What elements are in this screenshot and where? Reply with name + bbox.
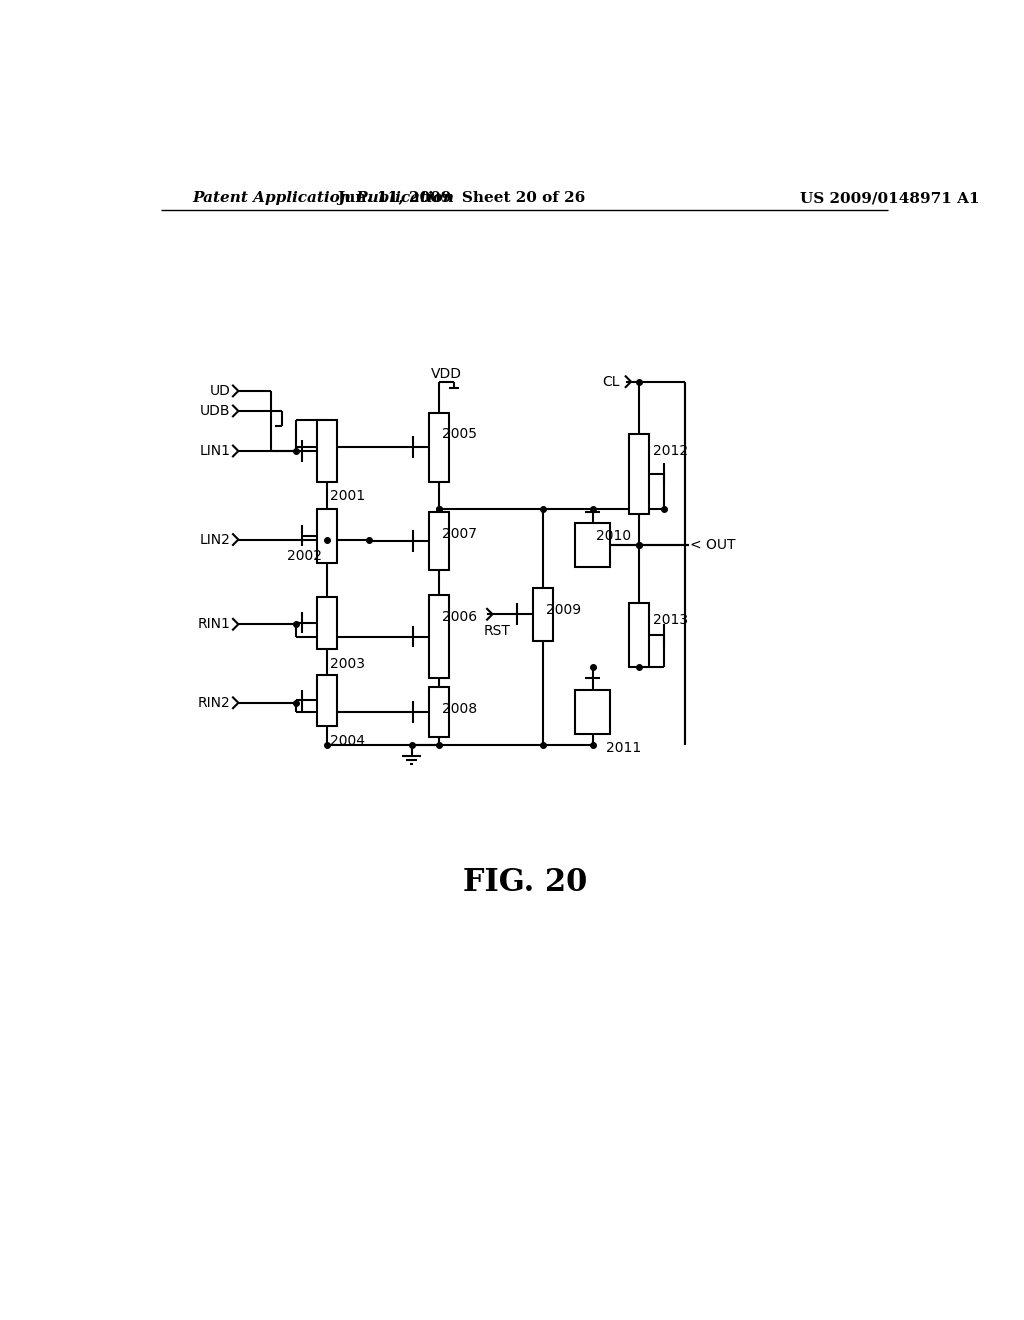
Text: 2006: 2006: [441, 610, 477, 623]
Bar: [629, 603, 649, 667]
Text: 2001: 2001: [330, 488, 366, 503]
Text: 2011: 2011: [606, 742, 642, 755]
Bar: [316, 420, 337, 482]
Bar: [429, 413, 449, 482]
Text: 2008: 2008: [441, 702, 477, 715]
Bar: [316, 676, 337, 726]
Bar: [629, 434, 649, 515]
Text: 2007: 2007: [441, 527, 476, 541]
Text: RIN1: RIN1: [198, 618, 230, 631]
Text: US 2009/0148971 A1: US 2009/0148971 A1: [801, 191, 980, 206]
Text: 2002: 2002: [287, 549, 322, 564]
Text: 2012: 2012: [652, 444, 688, 458]
Text: < OUT: < OUT: [690, 539, 736, 552]
Text: RST: RST: [483, 624, 510, 638]
Text: 2005: 2005: [441, 428, 476, 441]
Bar: [429, 595, 449, 678]
Text: 2004: 2004: [330, 734, 365, 748]
Text: 2010: 2010: [596, 529, 632, 543]
Bar: [316, 508, 337, 562]
Text: 2013: 2013: [652, 614, 688, 627]
Text: RIN2: RIN2: [198, 696, 230, 710]
Text: 2003: 2003: [330, 657, 365, 672]
Text: VDD: VDD: [431, 367, 462, 381]
Text: UD: UD: [210, 384, 230, 397]
Bar: [575, 690, 610, 734]
Text: Patent Application Publication: Patent Application Publication: [193, 191, 455, 206]
Text: Jun. 11, 2009  Sheet 20 of 26: Jun. 11, 2009 Sheet 20 of 26: [338, 191, 586, 206]
Bar: [429, 686, 449, 737]
Text: LIN2: LIN2: [200, 532, 230, 546]
Bar: [532, 587, 553, 640]
Text: CL: CL: [602, 375, 620, 388]
Bar: [316, 597, 337, 648]
Bar: [575, 523, 610, 566]
Text: LIN1: LIN1: [200, 444, 230, 458]
Text: UDB: UDB: [200, 404, 230, 418]
Text: FIG. 20: FIG. 20: [463, 867, 587, 898]
Text: 2009: 2009: [546, 603, 581, 616]
Bar: [429, 512, 449, 570]
